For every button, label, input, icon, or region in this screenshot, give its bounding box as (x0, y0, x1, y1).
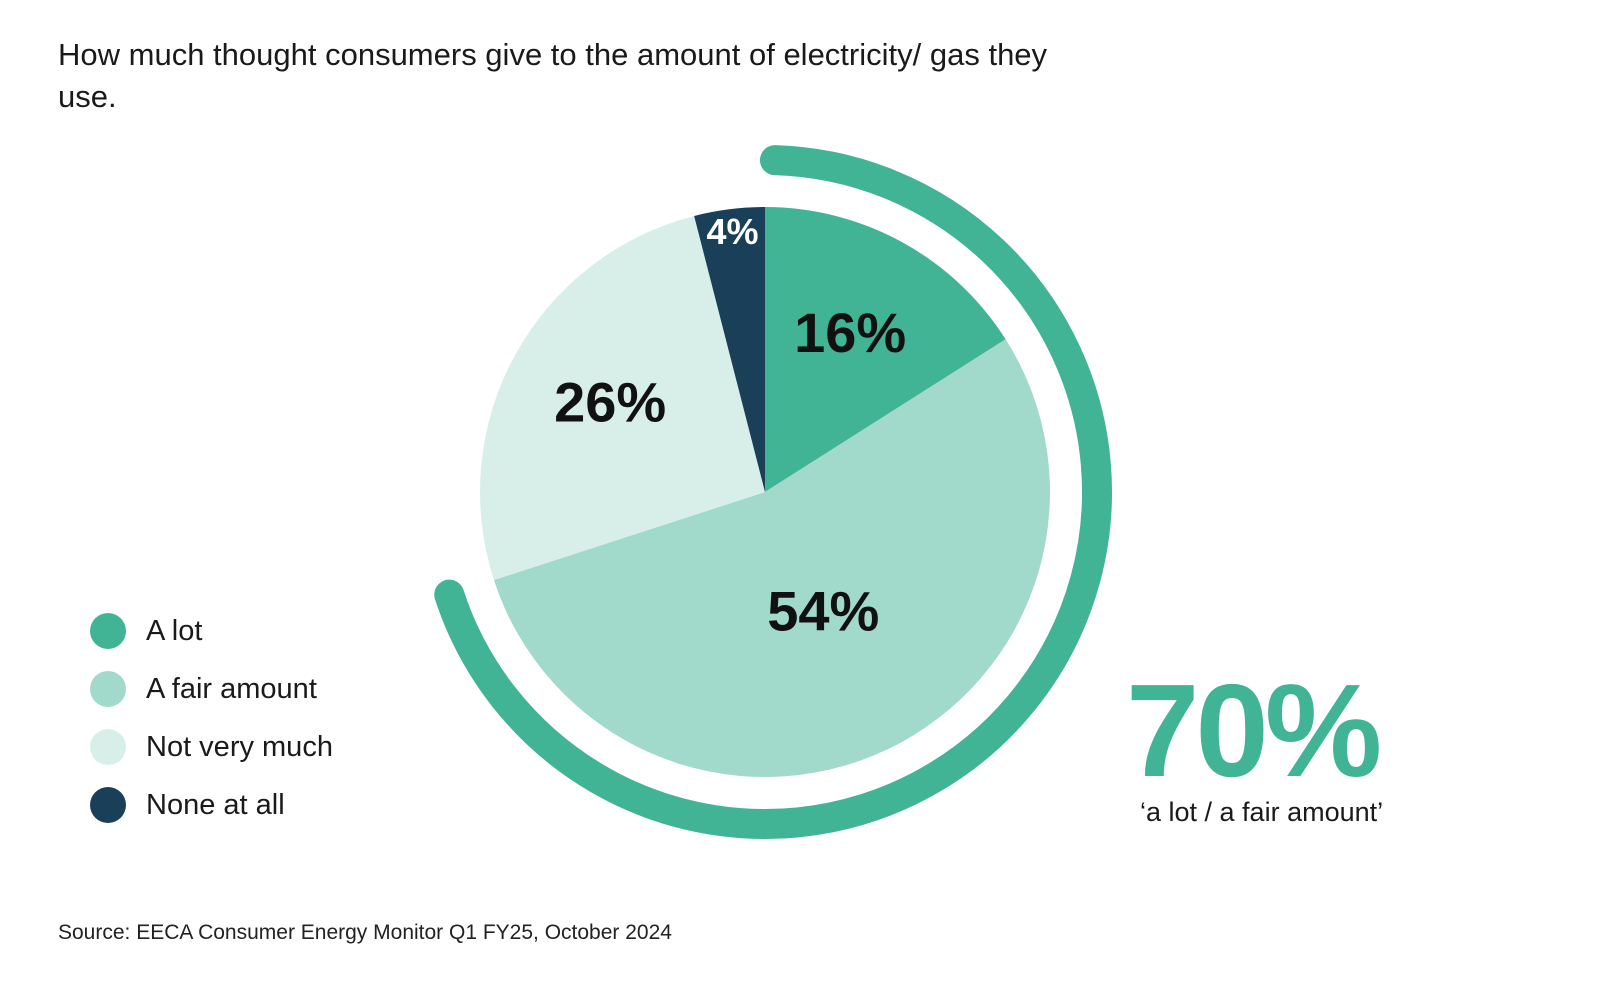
highlight-value: 70% (1126, 657, 1382, 804)
highlight-caption: ‘a lot / a fair amount’ (1140, 797, 1384, 827)
chart-title: How much thought consumers give to the a… (58, 37, 1048, 114)
slice-label-a-lot: 16% (794, 301, 906, 364)
legend-label: A lot (146, 615, 203, 647)
slice-label-none-at-all: 4% (706, 211, 758, 252)
legend: A lot A fair amount Not very much None a… (90, 602, 333, 834)
legend-swatch-not-very-much (90, 729, 126, 765)
legend-label: None at all (146, 789, 285, 821)
legend-swatch-a-lot (90, 613, 126, 649)
slice-label-a-fair-amount: 54% (767, 580, 879, 643)
legend-item-none-at-all: None at all (90, 776, 333, 834)
pie-slice-none-at-all (694, 207, 765, 492)
legend-item-not-very-much: Not very much (90, 718, 333, 776)
legend-swatch-a-fair-amount (90, 671, 126, 707)
pie-slice-a-lot (765, 207, 1006, 492)
highlight-arc (434, 145, 1112, 839)
source-note: Source: EECA Consumer Energy Monitor Q1 … (58, 921, 672, 944)
slice-label-not-very-much: 26% (554, 371, 666, 434)
legend-swatch-none-at-all (90, 787, 126, 823)
pie-slices (479, 207, 1051, 777)
legend-item-a-lot: A lot (90, 602, 333, 660)
slice-labels: 16% 54% 26% 4% (554, 211, 906, 642)
legend-label: A fair amount (146, 673, 317, 705)
pie-slice-a-fair-amount (493, 339, 1051, 777)
highlight-block: 70% ‘a lot / a fair amount’ (1126, 657, 1456, 828)
pie-slice-not-very-much (479, 215, 765, 581)
legend-item-a-fair-amount: A fair amount (90, 660, 333, 718)
legend-label: Not very much (146, 731, 333, 763)
